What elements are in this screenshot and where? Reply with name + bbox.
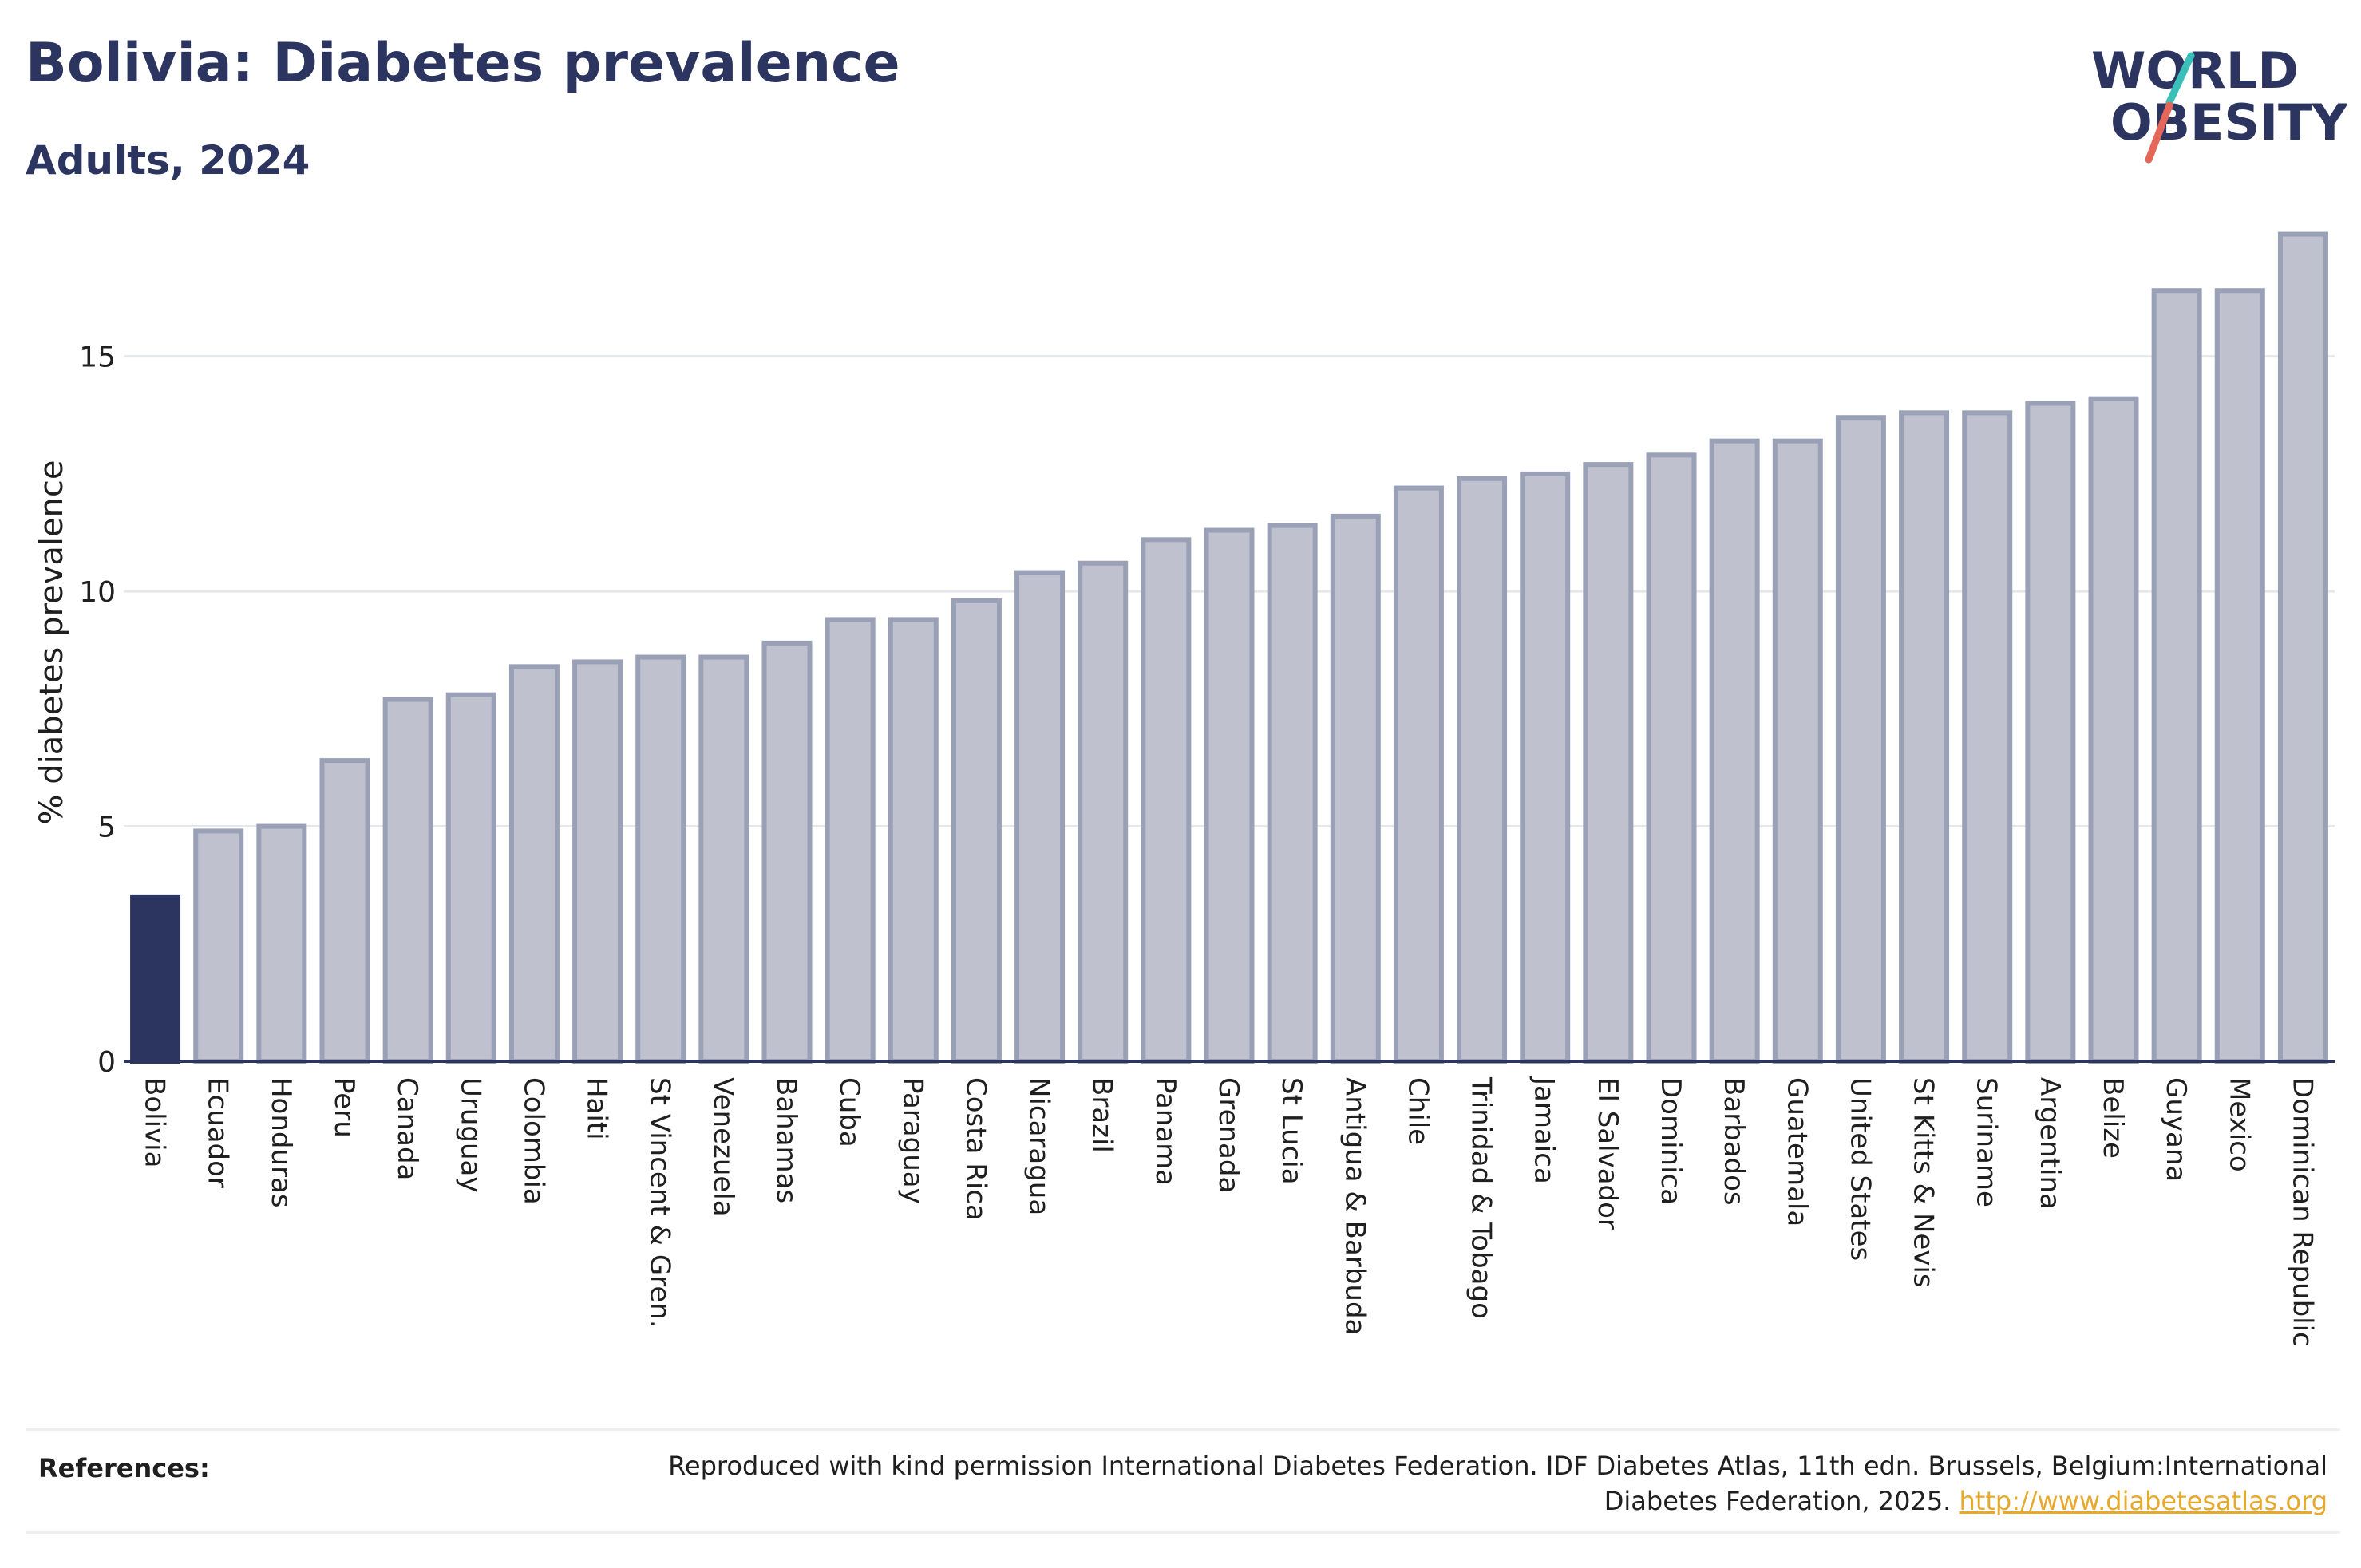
x-tick-label: Honduras [265, 1077, 297, 1208]
logo-line-2: OBESITY [2110, 93, 2347, 152]
bar-united-states [1835, 415, 1886, 1064]
bar-antigua-barbuda [1330, 513, 1381, 1064]
bar-nicaragua [1014, 570, 1066, 1064]
x-tick-label: Uruguay [454, 1077, 486, 1193]
bar-jamaica [1520, 471, 1571, 1064]
x-tick-label: United States [1844, 1077, 1876, 1261]
bar-guyana [2151, 288, 2202, 1064]
bar-haiti [572, 659, 623, 1064]
x-tick-label: Paraguay [896, 1077, 928, 1204]
bar-barbados [1709, 438, 1760, 1064]
chart-title: Bolivia: Diabetes prevalence [26, 32, 900, 95]
bar-venezuela [698, 654, 749, 1064]
x-tick-label: Dominican Republic [2286, 1077, 2318, 1347]
bar-belize [2088, 396, 2139, 1064]
x-tick-label: Ecuador [202, 1077, 234, 1188]
x-tick-label: Guatemala [1781, 1077, 1813, 1226]
bar-ecuador [193, 828, 244, 1064]
bar-paraguay [888, 617, 939, 1064]
bar-cuba [825, 617, 876, 1064]
bar-dominica [1646, 452, 1697, 1064]
bar-bahamas [761, 640, 813, 1064]
x-tick-label: El Salvador [1592, 1077, 1623, 1230]
x-tick-label: Suriname [1971, 1077, 2003, 1207]
x-tick-label: Panama [1149, 1077, 1181, 1186]
y-tick-label: 10 [79, 576, 116, 609]
bar-suriname [1962, 410, 2013, 1064]
x-tick-label: Brazil [1086, 1077, 1118, 1153]
bar-brazil [1078, 560, 1129, 1064]
bar-st-kitts-nevis [1899, 410, 1950, 1064]
x-tick-label: Bolivia [139, 1077, 171, 1167]
x-tick-label: Cuba [833, 1077, 865, 1147]
x-tick-label: Grenada [1212, 1077, 1244, 1193]
x-tick-label: Venezuela [707, 1077, 739, 1217]
x-tick-label: Argentina [2034, 1077, 2066, 1210]
x-tick-label: St Lucia [1275, 1077, 1307, 1185]
y-axis-label: % diabetes prevalence [34, 460, 70, 824]
bar-st-lucia [1267, 523, 1318, 1064]
x-tick-label: St Kitts & Nevis [1908, 1077, 1940, 1288]
x-tick-label: Peru [328, 1077, 360, 1138]
bar-argentina [2025, 401, 2076, 1064]
y-tick-label: 15 [79, 342, 116, 374]
bar-dominican-republic [2277, 231, 2328, 1064]
y-tick-label: 0 [97, 1046, 116, 1079]
logo-line-1: WORLD [2091, 41, 2299, 100]
chart-subtitle: Adults, 2024 [26, 137, 310, 184]
bar-st-vincent-gren- [635, 654, 686, 1064]
bar-canada [382, 697, 433, 1064]
bars [130, 231, 2328, 1064]
bar-uruguay [445, 692, 496, 1064]
bar-costa-rica [951, 598, 1002, 1064]
x-tick-label: Costa Rica [959, 1077, 991, 1221]
x-tick-label: Colombia [517, 1077, 549, 1205]
references-link[interactable]: http://www.diabetesatlas.org [1959, 1486, 2327, 1516]
bar-mexico [2214, 288, 2265, 1064]
bar-grenada [1204, 527, 1255, 1064]
bar-chile [1393, 485, 1444, 1064]
x-tick-label: Bahamas [770, 1077, 802, 1203]
bar-colombia [508, 664, 560, 1064]
world-obesity-logo: WORLD OBESITY [2091, 41, 2347, 164]
x-tick-label: Mexico [2223, 1077, 2255, 1172]
x-tick-label: Haiti [581, 1077, 613, 1140]
bar-chart: 0 5 10 15 Bolivia Ecuador Honduras Peru Canada Ur… [34, 231, 2335, 1347]
logo-slash-teal [2165, 52, 2195, 106]
x-tick-label: Belize [2097, 1077, 2129, 1159]
bar-bolivia [130, 894, 181, 1064]
x-tick-label: Dominica [1655, 1077, 1687, 1205]
x-tick-label: Trinidad & Tobago [1465, 1076, 1497, 1319]
bar-peru [319, 758, 370, 1064]
references-label: References: [38, 1453, 210, 1483]
x-tick-label: Chile [1402, 1077, 1434, 1145]
references-text-block: Reproduced with kind permission Internat… [571, 1448, 2327, 1519]
bar-honduras [256, 823, 307, 1064]
y-tick-label: 5 [97, 812, 116, 844]
x-tick-label: Jamaica [1529, 1076, 1560, 1184]
x-tick-label: Guyana [2160, 1077, 2192, 1182]
x-tick-label: Canada [391, 1077, 423, 1180]
references-box: References: Reproduced with kind permiss… [26, 1428, 2340, 1534]
logo-slash-coral [2145, 101, 2173, 164]
bar-guatemala [1772, 438, 1823, 1064]
x-tick-label: Nicaragua [1023, 1077, 1055, 1215]
bar-el-salvador [1583, 462, 1634, 1064]
axes: 0 5 10 15 Bolivia Ecuador Honduras Peru Canada Ur… [79, 342, 2335, 1347]
bar-panama [1141, 537, 1192, 1064]
x-tick-label: Antigua & Barbuda [1339, 1077, 1370, 1335]
bar-trinidad-tobago [1457, 476, 1508, 1064]
x-tick-label: Barbados [1718, 1077, 1750, 1206]
references-text: Reproduced with kind permission Internat… [668, 1451, 2327, 1516]
x-tick-label: St Vincent & Gren. [644, 1077, 676, 1329]
